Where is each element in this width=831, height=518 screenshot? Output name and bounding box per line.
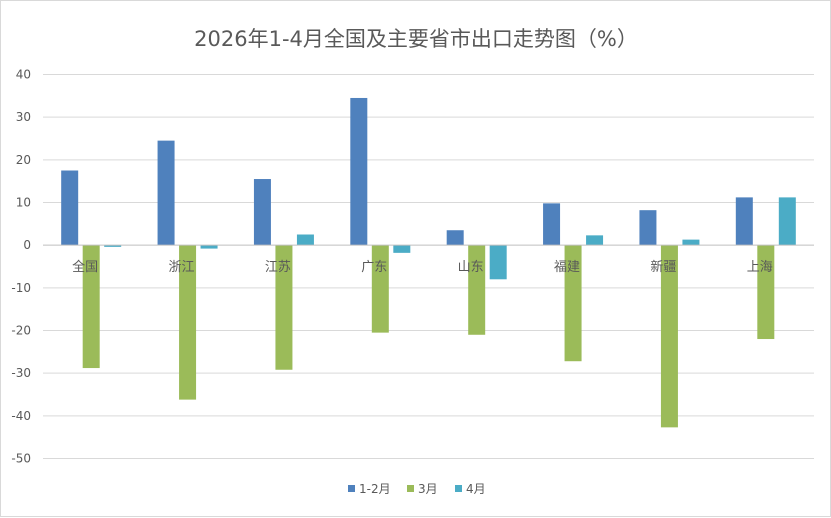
legend-label: 1-2月 xyxy=(359,482,391,496)
y-tick-label: -30 xyxy=(11,366,31,380)
bar-2-4 xyxy=(371,245,389,333)
category-labels: 全国 浙江 江苏 广东 山东 福建 新疆 上海 xyxy=(72,259,773,275)
bar-3-6 xyxy=(586,235,604,246)
bar-3-5 xyxy=(489,245,507,280)
y-tick-label: 30 xyxy=(16,110,31,124)
bar-1-8 xyxy=(735,197,753,246)
category-label: 浙江 xyxy=(169,260,195,275)
bar-1-4 xyxy=(350,97,368,246)
y-tick-label: 0 xyxy=(23,238,31,252)
y-tick-label: 10 xyxy=(16,196,31,210)
gridlines xyxy=(43,74,814,459)
legend-label: 4月 xyxy=(466,482,486,496)
bar-1-1 xyxy=(61,170,79,246)
bar-1-5 xyxy=(446,230,464,246)
y-tick-label: -40 xyxy=(11,409,31,423)
category-label: 江苏 xyxy=(265,259,291,275)
y-tick-label: 20 xyxy=(16,153,31,167)
y-tick-label: 40 xyxy=(16,68,31,82)
y-axis-ticks: 40 30 20 10 0 -10 -20 -30 -40 -50 xyxy=(11,68,31,466)
bar-2-6 xyxy=(564,245,582,362)
bar-1-6 xyxy=(543,203,561,246)
legend-label: 3月 xyxy=(418,482,438,496)
chart-title: 2026年1-4月全国及主要省市出口走势图（%） xyxy=(194,27,638,51)
bar-3-4 xyxy=(393,245,411,253)
bar-3-3 xyxy=(296,234,314,246)
legend-swatch xyxy=(407,485,414,492)
legend: 1-2月 3月 4月 xyxy=(348,482,486,496)
bar-1-7 xyxy=(639,210,657,246)
bar-3-7 xyxy=(682,239,700,246)
bar-2-8 xyxy=(757,245,775,340)
bars xyxy=(61,97,796,428)
y-tick-label: -20 xyxy=(11,324,31,338)
bar-3-2 xyxy=(200,245,218,249)
category-label: 新疆 xyxy=(650,259,676,275)
bar-2-3 xyxy=(275,245,293,370)
y-tick-label: -10 xyxy=(11,281,31,295)
bar-2-5 xyxy=(468,245,486,335)
category-label: 山东 xyxy=(458,260,484,275)
bar-3-1 xyxy=(104,245,122,247)
bar-3-8 xyxy=(778,197,796,246)
category-label: 全国 xyxy=(72,259,98,275)
legend-swatch xyxy=(455,485,462,492)
y-tick-label: -50 xyxy=(11,452,31,466)
legend-swatch xyxy=(348,485,355,492)
bar-2-7 xyxy=(660,245,678,428)
category-label: 广东 xyxy=(361,260,387,275)
bar-2-2 xyxy=(179,245,197,400)
category-label: 上海 xyxy=(747,260,773,275)
bar-2-1 xyxy=(82,245,100,369)
bar-1-2 xyxy=(157,140,175,246)
bar-1-3 xyxy=(253,179,271,246)
category-label: 福建 xyxy=(554,260,580,275)
